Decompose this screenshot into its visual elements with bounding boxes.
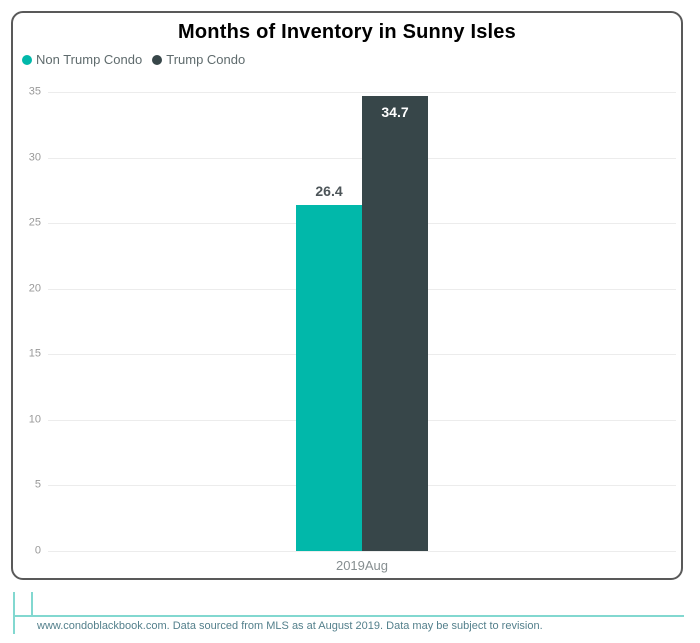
- y-axis-tick-label-35: 35: [28, 85, 41, 98]
- footer-accent-hline: [13, 615, 684, 617]
- footer-region: www.condoblackbook.com. Data sourced fro…: [0, 580, 700, 643]
- y-axis-tick-label-20: 20: [28, 282, 41, 295]
- gridline-0: [48, 551, 676, 552]
- chart-card: Months of Inventory in Sunny Isles Non T…: [11, 11, 683, 580]
- bar-trump-condo[interactable]: [362, 95, 428, 551]
- gridline-35: [48, 92, 676, 93]
- y-axis-tick-label-0: 0: [34, 544, 41, 557]
- footer-source-text: www.condoblackbook.com. Data sourced fro…: [37, 620, 543, 632]
- bar-non-trump-condo[interactable]: [296, 204, 362, 551]
- plot-area: 2019Aug 0 5 10 15 20 25 30 35 26.4 34.7: [29, 85, 676, 573]
- legend-item-trump-condo[interactable]: Trump Condo: [152, 52, 245, 67]
- y-axis-tick-label-5: 5: [34, 478, 41, 491]
- bar-value-label-trump-condo: 34.7: [381, 103, 409, 120]
- legend-swatch-icon: [152, 54, 163, 65]
- legend-item-label: Non Trump Condo: [36, 52, 143, 67]
- legend-item-non-trump-condo[interactable]: Non Trump Condo: [22, 52, 142, 67]
- x-axis-category-label: 2019Aug: [335, 558, 389, 573]
- chart-title: Months of Inventory in Sunny Isles: [178, 21, 516, 43]
- legend-item-label: Trump Condo: [166, 52, 246, 67]
- footer-accent-vline-long: [13, 592, 15, 634]
- legend-swatch-icon: [22, 54, 32, 65]
- bar-value-label-non-trump-condo: 26.4: [315, 182, 343, 199]
- footer-accent-vline-short: [31, 592, 33, 617]
- y-axis-tick-label-15: 15: [28, 347, 41, 360]
- y-axis-tick-label-30: 30: [28, 150, 41, 163]
- chart-legend: Non Trump Condo Trump Condo: [22, 52, 245, 67]
- y-axis-tick-label-25: 25: [28, 216, 41, 229]
- y-axis-tick-label-10: 10: [28, 413, 41, 426]
